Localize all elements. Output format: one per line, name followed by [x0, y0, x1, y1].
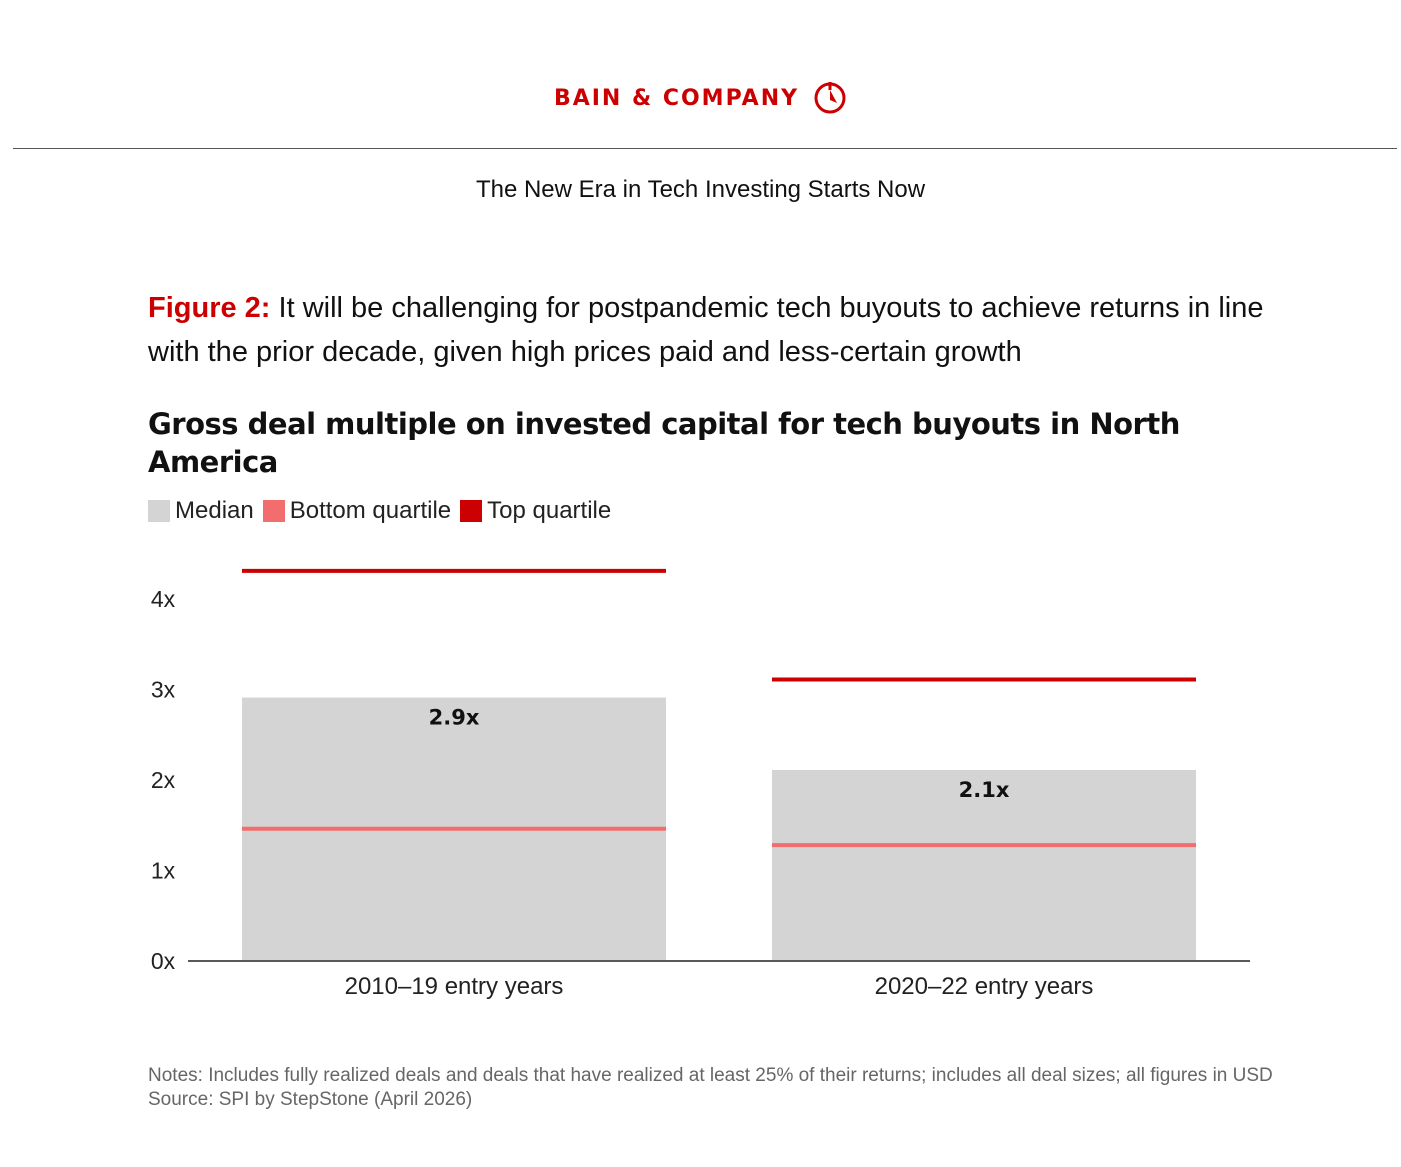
- x-tick-label-2: 2020–22 entry years: [875, 973, 1094, 1000]
- y-tick-label-4: 4x: [151, 586, 176, 612]
- data-label-1: 2.9x: [429, 706, 480, 730]
- brand-header: BAIN & COMPANY: [0, 80, 1401, 116]
- legend-item-median: Median: [148, 497, 254, 525]
- y-tick-label-1: 1x: [151, 858, 176, 884]
- median-bar-2: [772, 769, 1196, 960]
- chart-notes: Notes: Includes fully realized deals and…: [148, 1064, 1278, 1112]
- document-title: The New Era in Tech Investing Starts Now: [475, 176, 926, 203]
- source-text: Source: SPI by StepStone (April 2026): [148, 1089, 473, 1110]
- legend-item-top-quartile: Top quartile: [460, 497, 611, 525]
- y-tick-label-2: 2x: [151, 767, 176, 793]
- figure-caption-text: It will be challenging for postpandemic …: [148, 292, 1264, 368]
- notes-text: Notes: Includes fully realized deals and…: [148, 1065, 1273, 1086]
- figure-caption: Figure 2: It will be challenging for pos…: [148, 286, 1288, 374]
- legend-label-bottom-quartile: Bottom quartile: [289, 497, 452, 524]
- y-tick-label-3: 3x: [151, 677, 176, 703]
- legend-item-bottom-quartile: Bottom quartile: [262, 497, 452, 525]
- chart-legend: Median Bottom quartile Top quartile: [148, 497, 620, 525]
- figure-label: Figure 2:: [148, 292, 271, 324]
- brand-name: BAIN & COMPANY: [553, 85, 800, 111]
- bain-compass-icon: [814, 82, 846, 114]
- legend-label-median: Median: [175, 497, 254, 524]
- legend-swatch-bottom-quartile: [262, 500, 285, 522]
- y-tick-label-0: 0x: [151, 948, 176, 974]
- data-label-2: 2.1x: [959, 778, 1010, 802]
- x-tick-label-1: 2010–19 entry years: [345, 973, 564, 1000]
- chart-title: Gross deal multiple on invested capital …: [148, 407, 1180, 479]
- legend-swatch-median: [148, 500, 170, 522]
- legend-label-top-quartile: Top quartile: [487, 497, 612, 524]
- header-divider: [13, 148, 1397, 149]
- legend-swatch-top-quartile: [460, 500, 483, 522]
